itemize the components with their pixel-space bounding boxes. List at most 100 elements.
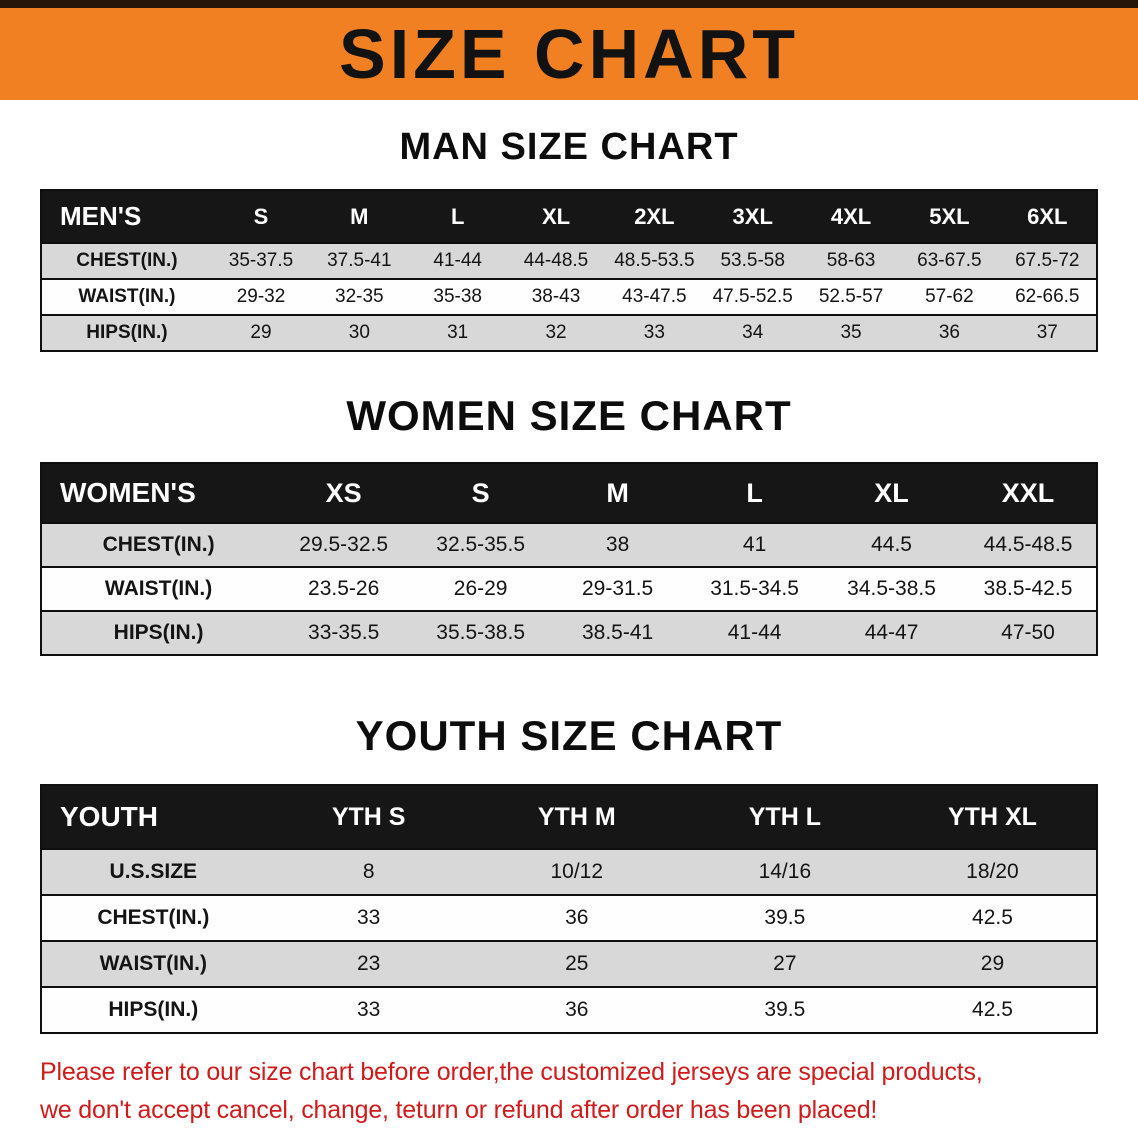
table-cell: 41-44: [433, 250, 482, 271]
table-cell: 37: [1036, 322, 1058, 343]
table-cell: 39.5: [764, 906, 806, 929]
table-row: CHEST(IN.) 33 36 39.5 42.5: [41, 895, 1097, 941]
disclaimer-line-2: we don't accept cancel, change, teturn o…: [40, 1095, 878, 1124]
table-cell: 38-43: [531, 286, 581, 307]
table-cell: 35: [840, 322, 862, 343]
column-header: 6XL: [998, 190, 1097, 243]
column-header: YTH L: [680, 785, 889, 849]
table-cell: 31: [447, 322, 469, 343]
column-header: XS: [275, 463, 413, 523]
table-cell: 32-35: [335, 286, 384, 307]
table-title-cell: YOUTH: [41, 785, 265, 849]
table-cell: 38: [605, 533, 630, 556]
top-border: [0, 0, 1138, 8]
table-cell: 30: [348, 322, 370, 343]
table-cell: 67.5-72: [1015, 250, 1080, 271]
row-label: CHEST(IN.): [97, 906, 210, 929]
column-header: XL: [823, 463, 961, 523]
table-cell: 36: [938, 322, 960, 343]
table-cell: 33: [356, 906, 381, 929]
table-cell: 23: [356, 952, 381, 975]
table-title-cell: MEN'S: [41, 190, 212, 243]
table-cell: 36: [565, 998, 589, 1021]
table-cell: 33-35.5: [308, 621, 380, 644]
table-cell: 42.5: [972, 906, 1013, 929]
table-cell: 48.5-53.5: [614, 250, 695, 271]
table-cell: 41-44: [727, 621, 782, 644]
column-header: M: [549, 463, 687, 523]
man-size-chart-section: MAN SIZE CHART MEN'S S M L XL 2XL 3XL 4XL 5XL 6XL…: [0, 126, 1138, 352]
table-cell: 62-66.5: [1015, 286, 1080, 307]
table-cell: 14/16: [758, 860, 812, 883]
table-cell: 34: [742, 322, 764, 343]
table-row: WAIST(IN.) 23.5-26 26-29 29-31.5 31.5-34.5 34…: [41, 567, 1097, 611]
table-cell: 10/12: [550, 860, 604, 883]
row-label: CHEST(IN.): [76, 250, 178, 271]
row-label: HIPS(IN.): [113, 621, 204, 644]
table-cell: 29: [980, 952, 1005, 975]
table-cell: 63-67.5: [917, 250, 982, 271]
table-cell: 29: [250, 322, 272, 343]
table-row: U.S.SIZE 8 10/12 14/16 18/20: [41, 849, 1097, 895]
men-size-table: MEN'S S M L XL 2XL 3XL 4XL 5XL 6XL CHEST(IN.) 35-37…: [40, 189, 1098, 352]
man-size-chart-heading: MAN SIZE CHART: [399, 126, 739, 168]
table-cell: 44.5-48.5: [983, 533, 1073, 556]
table-row: WAIST(IN.) 23 25 27 29: [41, 941, 1097, 987]
table-cell: 8: [362, 860, 375, 883]
table-cell: 47.5-52.5: [712, 286, 793, 307]
table-row: HIPS(IN.) 29 30 31 32 33 34 35 36 37: [41, 315, 1097, 351]
table-cell: 47-50: [1001, 621, 1055, 644]
table-cell: 27: [773, 952, 797, 975]
table-cell: 37.5-41: [327, 250, 392, 271]
table-cell: 42.5: [972, 998, 1013, 1021]
table-cell: 32: [545, 322, 567, 343]
table-row: HIPS(IN.) 33-35.5 35.5-38.5 38.5-41 41-44 44-…: [41, 611, 1097, 655]
women-size-chart-heading: WOMEN SIZE CHART: [346, 392, 792, 439]
table-cell: 25: [565, 952, 589, 975]
table-cell: 23.5-26: [308, 577, 380, 600]
table-cell: 33: [356, 998, 381, 1021]
table-cell: 58-63: [826, 250, 876, 271]
table-cell: 57-62: [925, 286, 974, 307]
table-cell: 31.5-34.5: [710, 577, 799, 600]
disclaimer-line-1: Please refer to our size chart before or…: [40, 1058, 983, 1086]
table-cell: 35-37.5: [228, 250, 294, 271]
table-cell: 44.5: [871, 533, 912, 556]
youth-size-chart-heading: YOUTH SIZE CHART: [355, 712, 783, 759]
table-row: CHEST(IN.) 35-37.5 37.5-41 41-44 44-48.5 48.5…: [41, 243, 1097, 279]
table-cell: 34.5-38.5: [847, 577, 936, 600]
table-cell: 39.5: [764, 998, 806, 1021]
table-cell: 29-32: [236, 286, 286, 307]
women-size-table: WOMEN'S XS S M L XL XXL CHEST(IN.) 29.5-32.5 32.5…: [40, 462, 1098, 656]
table-cell: 36: [565, 906, 589, 929]
youth-size-table: YOUTH YTH S YTH M YTH L YTH XL U.S.SIZE 8 10/12…: [40, 784, 1098, 1034]
women-size-chart-section: WOMEN SIZE CHART WOMEN'S XS S M L XL XXL CHEST(…: [0, 392, 1138, 656]
table-cell: 35-38: [433, 286, 482, 307]
table-cell: 44-47: [864, 621, 919, 644]
table-cell: 38.5-41: [581, 621, 654, 644]
column-header: 2XL: [605, 190, 704, 243]
column-header: 4XL: [801, 190, 901, 243]
row-label: HIPS(IN.): [108, 998, 199, 1021]
row-label: HIPS(IN.): [86, 322, 168, 343]
table-cell: 35.5-38.5: [436, 621, 526, 644]
table-cell: 44-48.5: [523, 250, 589, 271]
table-cell: 53.5-58: [720, 250, 785, 271]
table-cell: 52.5-57: [818, 286, 884, 307]
table-cell: 29.5-32.5: [299, 533, 389, 556]
table-cell: 29-31.5: [581, 577, 654, 600]
table-cell: 32.5-35.5: [436, 533, 526, 556]
table-cell: 43-47.5: [622, 286, 687, 307]
disclaimer: Please refer to our size chart before or…: [40, 1054, 1138, 1129]
column-header: YTH M: [472, 785, 681, 849]
column-header: XXL: [960, 463, 1097, 523]
row-label: WAIST(IN.): [78, 286, 176, 307]
table-title-cell: WOMEN'S: [41, 463, 276, 523]
column-header: YTH S: [264, 785, 473, 849]
column-header: 5XL: [900, 190, 999, 243]
page-title: SIZE CHART: [339, 15, 799, 93]
column-header: L: [408, 190, 507, 243]
table-row: CHEST(IN.) 29.5-32.5 32.5-35.5 38 41 44.5 44.5…: [41, 523, 1097, 567]
column-header: S: [211, 190, 311, 243]
